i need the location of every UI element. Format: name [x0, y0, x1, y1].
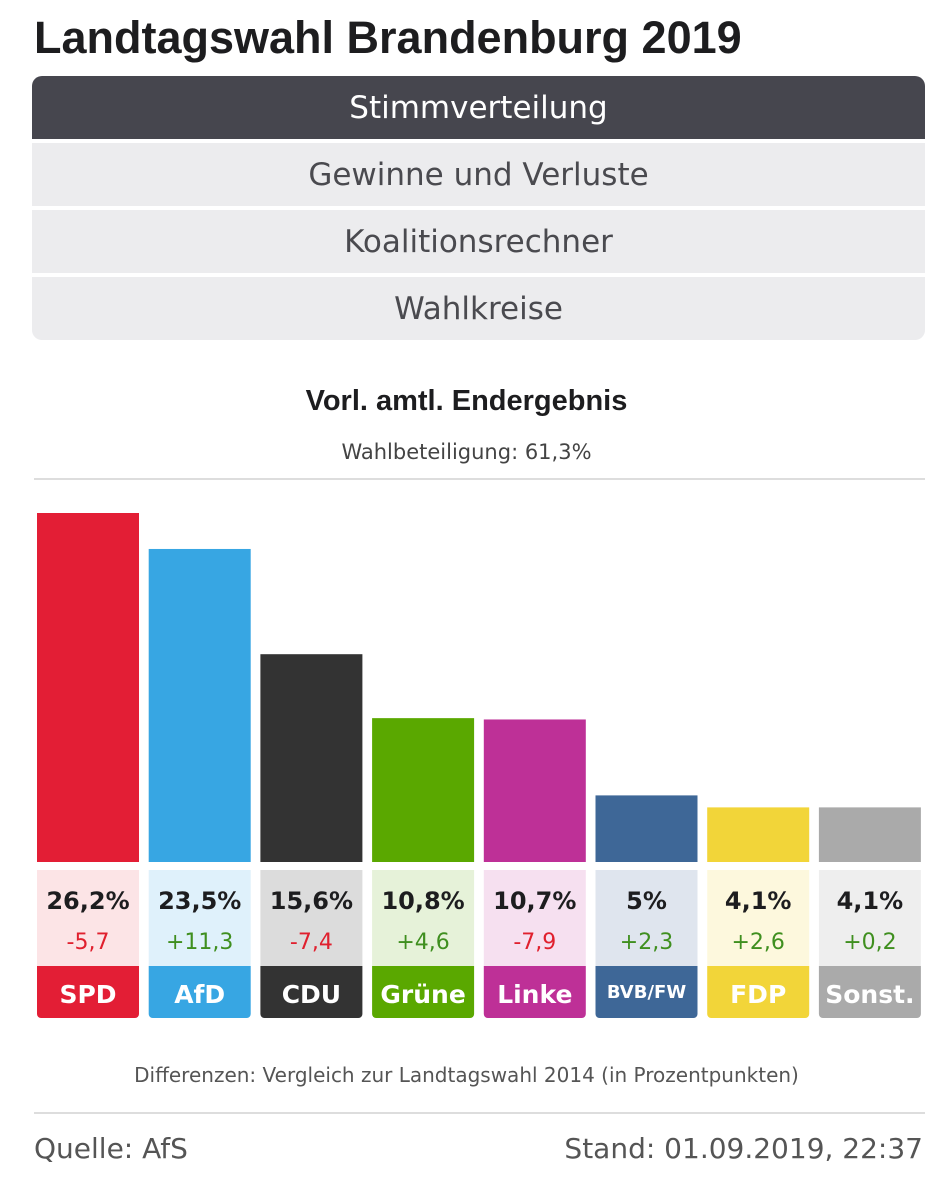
value-card-fdp — [707, 870, 810, 966]
diff-label-spd: -5,7 — [67, 930, 110, 955]
category-label-bvb-fw: BVB/FW — [607, 982, 687, 1003]
value-card-sonst — [818, 870, 921, 966]
value-label-sonst: 4,1% — [837, 887, 904, 915]
bar-cdu — [260, 654, 363, 862]
category-label-afd: AfD — [174, 980, 225, 1009]
diff-label-afd: +11,3 — [166, 930, 233, 955]
bar-linke — [483, 719, 586, 862]
bar-fdp — [707, 807, 810, 862]
value-label-bvb-fw: 5% — [626, 887, 667, 915]
value-card-gr-ne — [372, 870, 475, 966]
page-title: Landtagswahl Brandenburg 2019 — [34, 12, 742, 63]
value-label-spd: 26,2% — [46, 887, 129, 915]
tab-stimmverteilung[interactable]: Stimmverteilung — [32, 76, 925, 139]
category-label-gr-ne: Grüne — [380, 980, 465, 1009]
tab-koalitionsrechner[interactable]: Koalitionsrechner — [32, 210, 925, 273]
value-label-fdp: 4,1% — [725, 887, 792, 915]
party-tag-cdu — [260, 966, 363, 1018]
party-tag-linke — [483, 966, 586, 1018]
source-text: Quelle: AfS — [34, 1132, 188, 1165]
value-card-spd — [37, 870, 139, 966]
bar-spd — [37, 513, 139, 862]
bar-sonst — [818, 807, 921, 862]
turnout-text: Wahlbeteiligung: 61,3% — [341, 440, 592, 464]
value-label-linke: 10,7% — [493, 887, 576, 915]
diff-label-cdu: -7,4 — [290, 930, 333, 955]
value-label-gr-ne: 10,8% — [381, 887, 464, 915]
tab-wahlkreise[interactable]: Wahlkreise — [32, 277, 925, 340]
bar-afd — [148, 548, 251, 862]
party-tag-fdp — [707, 966, 810, 1018]
value-card-linke — [483, 870, 586, 966]
bar-bvb-fw — [595, 795, 698, 862]
category-label-linke: Linke — [497, 980, 572, 1009]
diff-label-linke: -7,9 — [513, 930, 556, 955]
value-card-afd — [148, 870, 251, 966]
divider-bottom — [34, 1112, 925, 1114]
category-label-fdp: FDP — [730, 980, 786, 1009]
category-label-sonst: Sonst. — [825, 980, 914, 1009]
bar-gr-ne — [372, 718, 475, 862]
value-label-cdu: 15,6% — [270, 887, 353, 915]
value-card-cdu — [260, 870, 363, 966]
party-tag-afd — [148, 966, 251, 1018]
category-label-spd: SPD — [59, 980, 116, 1009]
party-tag-bvb-fw — [595, 966, 698, 1018]
party-tag-gr-ne — [372, 966, 475, 1018]
diff-label-fdp: +2,6 — [731, 930, 784, 955]
divider-top — [34, 478, 925, 480]
view-tabs: Stimmverteilung Gewinne und Verluste Koa… — [32, 76, 925, 340]
category-label-cdu: CDU — [282, 980, 341, 1009]
vote-distribution-chart: 26,2% -5,7 SPD 23,5% +11,3 AfD 15,6% -7,4 CDU 10,… — [37, 513, 921, 1018]
tab-gewinne-und-verluste[interactable]: Gewinne und Verluste — [32, 143, 925, 206]
diff-label-bvb-fw: +2,3 — [620, 930, 673, 955]
timestamp-text: Stand: 01.09.2019, 22:37 — [564, 1132, 923, 1165]
value-label-afd: 23,5% — [158, 887, 241, 915]
value-card-bvb-fw — [595, 870, 698, 966]
result-heading: Vorl. amtl. Endergebnis — [305, 385, 628, 417]
diff-label-gr-ne: +4,6 — [396, 930, 449, 955]
party-tag-sonst — [818, 966, 921, 1018]
differences-footnote: Differenzen: Vergleich zur Landtagswahl … — [134, 1063, 799, 1087]
diff-label-sonst: +0,2 — [843, 930, 896, 955]
party-tag-spd — [37, 966, 139, 1018]
